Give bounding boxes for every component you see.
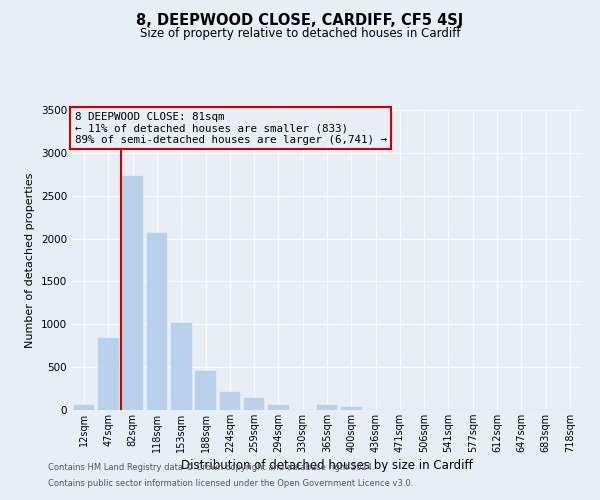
Bar xyxy=(74,406,94,410)
Bar xyxy=(98,338,119,410)
X-axis label: Distribution of detached houses by size in Cardiff: Distribution of detached houses by size … xyxy=(181,459,473,472)
Bar xyxy=(341,408,362,410)
Bar xyxy=(195,371,216,410)
Bar xyxy=(171,324,191,410)
Text: 8 DEEPWOOD CLOSE: 81sqm
← 11% of detached houses are smaller (833)
89% of semi-d: 8 DEEPWOOD CLOSE: 81sqm ← 11% of detache… xyxy=(74,112,386,144)
Text: 8, DEEPWOOD CLOSE, CARDIFF, CF5 4SJ: 8, DEEPWOOD CLOSE, CARDIFF, CF5 4SJ xyxy=(136,12,464,28)
Bar xyxy=(146,232,167,410)
Text: Contains public sector information licensed under the Open Government Licence v3: Contains public sector information licen… xyxy=(48,478,413,488)
Bar xyxy=(317,406,337,410)
Text: Contains HM Land Registry data © Crown copyright and database right 2024.: Contains HM Land Registry data © Crown c… xyxy=(48,464,374,472)
Bar xyxy=(244,398,265,410)
Bar xyxy=(268,406,289,410)
Y-axis label: Number of detached properties: Number of detached properties xyxy=(25,172,35,348)
Bar xyxy=(220,392,240,410)
Text: Size of property relative to detached houses in Cardiff: Size of property relative to detached ho… xyxy=(140,28,460,40)
Bar xyxy=(122,176,143,410)
